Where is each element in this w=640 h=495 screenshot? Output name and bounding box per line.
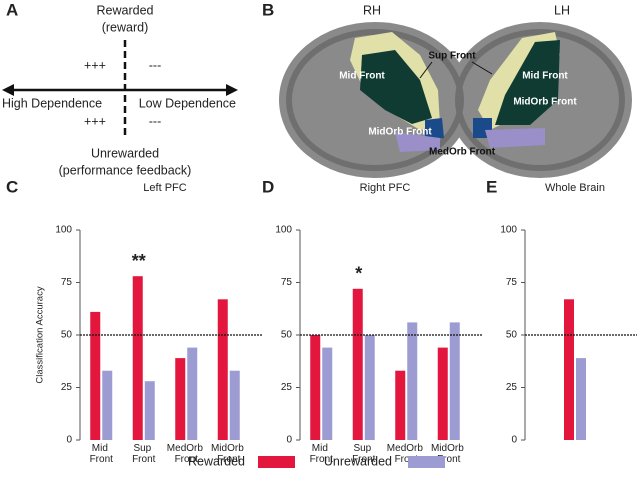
x-tick-label: MedOrb Front [167,443,206,465]
diagram-label: Low Dependence [139,96,236,110]
legend-label: Unrewarded [324,454,392,468]
brain-images: RH LH Sup Front Mid Front Mid Front MidO… [279,3,632,178]
y-tick-label: 100 [275,225,292,236]
bar [132,276,143,440]
diagram-label: Unrewarded [91,146,159,160]
bar [352,288,363,440]
bar [229,370,240,440]
y-tick-label: 50 [506,330,518,341]
diagram-label: +++ [84,114,106,128]
y-tick-label: 25 [281,382,293,393]
bar [310,335,321,440]
y-tick-label: 0 [511,435,517,446]
region-label: MidOrb Front [513,97,577,108]
bar [322,347,333,440]
hemisphere-label: LH [554,3,570,17]
region-mid [495,40,560,125]
y-tick-label: 50 [61,330,73,341]
bar [90,311,101,440]
arrow-head [226,84,238,96]
y-tick-label: 75 [506,277,518,288]
chart-title: Left PFC [143,182,186,194]
diagram-label: --- [149,58,162,72]
y-tick-label: 75 [281,277,293,288]
panel-label: D [262,177,274,196]
region-label: Mid Front [339,71,385,82]
bar [175,358,186,440]
x-tick-label: MidOrb Front [431,443,467,465]
legend-swatch [408,456,445,468]
bar [576,358,586,440]
significance: * [355,264,362,284]
bar [217,299,228,440]
x-tick-label: MidOrb Front [211,443,247,465]
region-medorb [485,128,545,148]
bar [187,347,198,440]
bar [437,347,448,440]
legend: Rewarded Unrewarded [188,454,445,468]
region-label: MedOrb Front [429,147,496,158]
bar [102,370,113,440]
bar [364,335,375,440]
panel-label: C [6,177,18,196]
x-tick-label: Sup Front [352,443,376,465]
region-mid [360,50,432,124]
diagram-label: Rewarded [97,3,154,17]
dependence-diagram: Rewarded (reward) +++ --- High Dependenc… [2,3,238,177]
diagram-label: (performance feedback) [59,163,192,177]
bar [564,299,574,440]
region-label: Sup Front [428,51,476,62]
chart-title: Right PFC [360,182,411,194]
y-tick-label: 75 [61,277,73,288]
bar [144,381,155,440]
bar [395,370,406,440]
y-tick-label: 0 [286,435,292,446]
x-tick-label: Mid Front [310,443,334,465]
pointer [471,61,493,75]
region-medorb [395,132,440,152]
legend-swatch [258,456,295,468]
x-tick-label: Mid Front [90,443,114,465]
y-tick-label: 25 [506,382,518,393]
y-tick-label: 100 [500,225,517,236]
y-tick-label: 50 [281,330,293,341]
diagram-label: --- [149,114,162,128]
significance: ** [132,251,146,271]
y-tick-label: 0 [66,435,72,446]
y-tick-label: 25 [61,382,73,393]
bar [449,322,460,440]
legend-label: Rewarded [188,454,245,468]
panel-label: A [6,0,18,19]
x-tick-label: MedOrb Front [387,443,426,465]
arrow-head [2,84,14,96]
bar [407,322,418,440]
panel-label: E [486,177,497,196]
y-tick-label: 100 [55,225,72,236]
region-midorb [425,118,444,140]
diagram-label: High Dependence [2,96,102,110]
diagram-label: (reward) [102,20,149,34]
panel-label: B [262,0,274,19]
pointer [419,61,433,79]
y-axis-title: Classification Accuracy [35,286,46,383]
hemisphere-label: RH [363,3,381,17]
brain-fold [455,29,625,171]
region-label: MidOrb Front [368,127,432,138]
chart-title: Whole Brain [545,182,605,194]
x-tick-label: Sup Front [132,443,156,465]
diagram-label: +++ [84,58,106,72]
charts: C Left PFC Classification Accuracy 0 25 50 75 1… [6,177,637,465]
region-label: Mid Front [522,71,568,82]
